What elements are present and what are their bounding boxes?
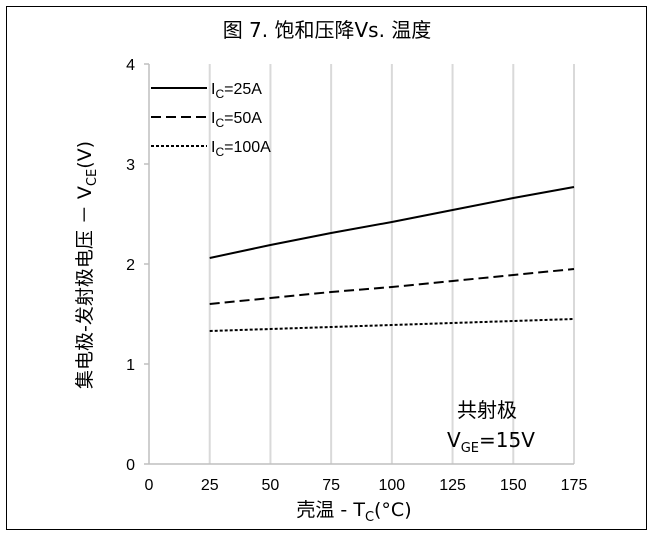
- y-tick-label-3: 3: [126, 157, 135, 174]
- y-tick-label-2: 2: [126, 257, 135, 274]
- x-tick-label-25: 25: [201, 477, 219, 494]
- y-tick-labels: 0 1 2 3 4: [126, 57, 135, 474]
- series-line-0: [209, 186, 575, 259]
- x-axis-title: 壳温 - TC(°C): [296, 499, 411, 525]
- legend-label-25a: IC=25A: [211, 81, 262, 101]
- x-tick-label-75: 75: [322, 477, 340, 494]
- x-tick-label-125: 125: [439, 477, 466, 494]
- y-axis-title: 集电极-发射极电压 － VCE(V): [74, 141, 100, 389]
- x-tick-label-100: 100: [379, 477, 406, 494]
- y-tick-label-1: 1: [126, 357, 135, 374]
- chart-svg: 0 25 50 75 100 125 150 175 0 1 2 3 4 图 7. 饱和压降Vs. 温…: [74, 18, 588, 525]
- y-tick-label-4: 4: [126, 57, 135, 74]
- x-tick-label-0: 0: [145, 477, 154, 494]
- series-lines: [209, 186, 575, 332]
- annotation-common-emitter: 共射极: [457, 398, 517, 422]
- x-tick-label-150: 150: [500, 477, 527, 494]
- x-tick-label-50: 50: [262, 477, 280, 494]
- axes: [144, 63, 574, 465]
- x-tick-label-175: 175: [561, 477, 588, 494]
- legend: IC=25A IC=50A IC=100A: [151, 81, 271, 159]
- chart-title: 图 7. 饱和压降Vs. 温度: [223, 18, 432, 42]
- y-tick-label-0: 0: [126, 457, 135, 474]
- grid-lines: [208, 64, 575, 464]
- condition-annotation: 共射极 VGE=15V: [447, 398, 535, 456]
- legend-label-50a: IC=50A: [211, 110, 262, 130]
- legend-label-100a: IC=100A: [211, 139, 271, 159]
- x-tick-labels: 0 25 50 75 100 125 150 175: [145, 477, 588, 494]
- series-line-2: [209, 318, 575, 332]
- chart-frame: 0 25 50 75 100 125 150 175 0 1 2 3 4 图 7. 饱和压降Vs. 温…: [6, 6, 647, 530]
- series-line-1: [209, 268, 575, 305]
- annotation-vge: VGE=15V: [447, 428, 535, 456]
